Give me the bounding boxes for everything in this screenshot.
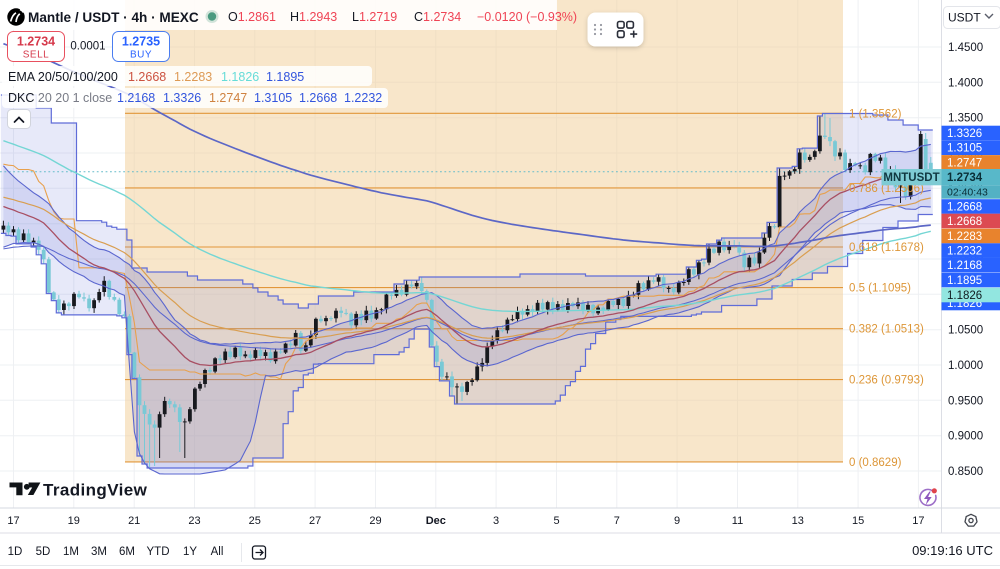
svg-text:EMA 20/50/100/200: EMA 20/50/100/200 [8, 70, 118, 84]
svg-text:BUY: BUY [130, 50, 152, 61]
svg-text:MNTUSDT: MNTUSDT [883, 172, 939, 184]
svg-text:9: 9 [674, 515, 680, 527]
svg-text:1.2668: 1.2668 [128, 70, 166, 84]
svg-text:0.618 (1.1678): 0.618 (1.1678) [849, 242, 924, 254]
svg-text:1.2283: 1.2283 [174, 70, 212, 84]
svg-text:1.2735: 1.2735 [122, 35, 160, 49]
svg-text:0.8500: 0.8500 [948, 466, 983, 478]
svg-text:Dec: Dec [426, 515, 446, 527]
svg-text:1M: 1M [63, 546, 79, 558]
svg-text:1.2734: 1.2734 [17, 35, 55, 49]
svg-text:0.0001: 0.0001 [70, 41, 105, 53]
svg-text:USDT: USDT [948, 11, 981, 25]
svg-text:1.1826: 1.1826 [221, 70, 259, 84]
svg-text:1.3105: 1.3105 [254, 91, 292, 105]
svg-text:3: 3 [493, 515, 499, 527]
svg-text:09:19:16 UTC: 09:19:16 UTC [912, 543, 993, 558]
svg-text:1.2747: 1.2747 [947, 157, 982, 169]
svg-text:3M: 3M [91, 546, 107, 558]
svg-text:0.786 (1.2506): 0.786 (1.2506) [849, 183, 924, 195]
svg-text:1.3500: 1.3500 [948, 113, 983, 125]
svg-text:29: 29 [369, 515, 381, 527]
svg-text:0.9000: 0.9000 [948, 431, 983, 443]
svg-text:1.1826: 1.1826 [947, 290, 982, 302]
svg-text:21: 21 [128, 515, 140, 527]
svg-text:0 (0.8629): 0 (0.8629) [849, 457, 902, 469]
svg-text:27: 27 [309, 515, 321, 527]
svg-text:1.0000: 1.0000 [948, 360, 983, 372]
svg-text:23: 23 [188, 515, 200, 527]
svg-text:H1.2943: H1.2943 [290, 10, 337, 24]
svg-text:13: 13 [792, 515, 804, 527]
svg-text:SELL: SELL [23, 50, 49, 61]
svg-text:02:40:43: 02:40:43 [947, 187, 988, 199]
svg-text:1.2668: 1.2668 [299, 91, 337, 105]
svg-text:1.1895: 1.1895 [266, 70, 304, 84]
svg-text:1.2283: 1.2283 [947, 231, 982, 243]
svg-text:1.3105: 1.3105 [947, 143, 982, 155]
svg-text:5: 5 [553, 515, 559, 527]
svg-text:YTD: YTD [147, 546, 170, 558]
svg-text:1.0500: 1.0500 [948, 325, 983, 337]
svg-text:15: 15 [852, 515, 864, 527]
svg-text:1D: 1D [8, 546, 23, 558]
svg-text:1.2747: 1.2747 [209, 91, 247, 105]
svg-text:6M: 6M [119, 546, 135, 558]
svg-text:17: 17 [912, 515, 924, 527]
svg-text:1.2232: 1.2232 [947, 246, 982, 258]
svg-text:1.2668: 1.2668 [947, 216, 982, 228]
svg-text:19: 19 [68, 515, 80, 527]
svg-text:11: 11 [732, 515, 743, 527]
svg-text:1.4500: 1.4500 [948, 42, 983, 54]
svg-text:1.3326: 1.3326 [163, 91, 201, 105]
svg-text:1.2168: 1.2168 [947, 260, 982, 272]
svg-text:17: 17 [7, 515, 19, 527]
svg-text:1.4000: 1.4000 [948, 77, 983, 89]
svg-text:1.2168: 1.2168 [117, 91, 155, 105]
svg-text:All: All [211, 546, 224, 558]
svg-text:25: 25 [249, 515, 261, 527]
svg-text:0.382 (1.0513): 0.382 (1.0513) [849, 324, 924, 336]
svg-text:0.5 (1.1095): 0.5 (1.1095) [849, 283, 911, 295]
svg-text:0.9500: 0.9500 [948, 395, 983, 407]
svg-text:5D: 5D [36, 546, 51, 558]
svg-text:1 (1.3562): 1 (1.3562) [849, 108, 902, 120]
svg-text:1.2734: 1.2734 [947, 172, 983, 184]
svg-text:7: 7 [614, 515, 620, 527]
svg-text:1.2668: 1.2668 [947, 202, 982, 214]
svg-text:1.1895: 1.1895 [947, 275, 982, 287]
svg-text:TradingView: TradingView [43, 481, 148, 500]
svg-text:1Y: 1Y [183, 546, 197, 558]
svg-text:−0.0120 (−0.93%): −0.0120 (−0.93%) [477, 10, 577, 24]
svg-text:1.3326: 1.3326 [947, 128, 982, 140]
svg-text:0.236 (0.9793): 0.236 (0.9793) [849, 375, 924, 387]
svg-text:DKC 20 20 1 close: DKC 20 20 1 close [8, 91, 112, 105]
svg-text:1.2232: 1.2232 [344, 91, 382, 105]
svg-text:L1.2719: L1.2719 [352, 10, 397, 24]
svg-text:Mantle / USDT · 4h · MEXC: Mantle / USDT · 4h · MEXC [28, 10, 199, 25]
svg-text:O1.2861: O1.2861 [228, 10, 276, 24]
svg-text:C1.2734: C1.2734 [414, 10, 461, 24]
